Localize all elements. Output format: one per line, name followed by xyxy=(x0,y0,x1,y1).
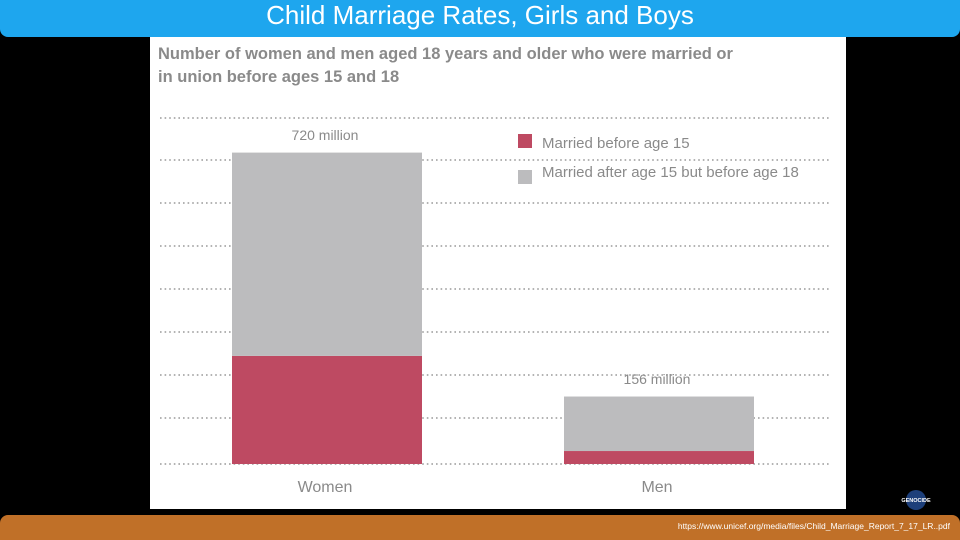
bar-men-before15 xyxy=(564,451,754,464)
bar-labels: 720 million 156 million Women Men xyxy=(292,127,691,496)
total-label-women: 720 million xyxy=(292,127,359,143)
chart-panel: Number of women and men aged 18 years an… xyxy=(150,37,846,509)
total-label-men: 156 million xyxy=(624,371,691,387)
x-tick-label-men: Men xyxy=(641,479,672,496)
bar-women-after15 xyxy=(232,152,422,356)
slide-title: Child Marriage Rates, Girls and Boys xyxy=(266,0,694,30)
legend-label-after15: Married after age 15 but before age 18 xyxy=(542,164,799,181)
x-tick-label-women: Women xyxy=(298,479,353,496)
chart-title-line-2: in union before ages 15 and 18 xyxy=(158,68,399,86)
bar-men-after15 xyxy=(564,396,754,452)
chart-title-line-1: Number of women and men aged 18 years an… xyxy=(158,45,733,63)
logo-text: GENOCIDE xyxy=(901,498,931,504)
legend-label-before15: Married before age 15 xyxy=(542,135,690,152)
legend-swatch-after15 xyxy=(518,170,532,184)
genocide-logo: GENOCIDE xyxy=(901,490,931,510)
title-bar: Child Marriage Rates, Girls and Boys xyxy=(0,0,960,37)
footer-bar: https://www.unicef.org/media/files/Child… xyxy=(0,515,960,540)
bars xyxy=(232,152,754,464)
source-link[interactable]: https://www.unicef.org/media/files/Child… xyxy=(677,521,950,531)
logo-globe-icon xyxy=(906,490,926,510)
legend: Married before age 15 Married after age … xyxy=(518,134,799,184)
legend-swatch-before15 xyxy=(518,134,532,148)
stacked-bar-chart: Number of women and men aged 18 years an… xyxy=(158,45,830,496)
bar-women-before15 xyxy=(232,355,422,464)
